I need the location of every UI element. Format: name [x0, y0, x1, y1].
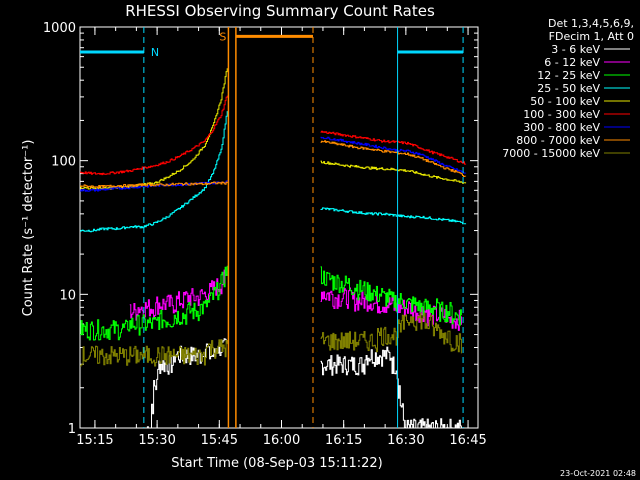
- series-line-12-25keV-seg2: [320, 266, 462, 326]
- series-line-3-6keV-seg2: [320, 346, 462, 429]
- x-tick-label: 15:15: [76, 433, 113, 448]
- series-line-300-800keV-seg2: [320, 136, 467, 174]
- legend-entry-label: 7000 - 15000 keV: [502, 147, 600, 160]
- x-tick-label: 15:30: [138, 433, 175, 448]
- x-axis-label: Start Time (08-Sep-03 15:11:22): [171, 456, 382, 471]
- series-group: [80, 68, 467, 429]
- series-line-800-7000keV-seg2: [320, 140, 467, 177]
- legend-entry-label: 800 - 7000 keV: [516, 134, 600, 147]
- x-tick-label: 15:45: [201, 433, 238, 448]
- saa-label: S: [219, 30, 226, 43]
- y-tick-label: 100: [51, 155, 76, 170]
- axes: 1 10 100 1000 15:15 15:30 15:45 16:00 16:15 16:30…: [43, 21, 487, 448]
- y-axis-label: Count Rate (s⁻¹ detector⁻¹): [21, 140, 36, 317]
- series-line-800-7000keV-seg1: [80, 181, 228, 189]
- footer-date: 23-Oct-2021 02:48: [560, 469, 636, 478]
- legend-header-line-1: Det 1,3,4,5,6,9,: [548, 17, 634, 30]
- series-line-100-300keV-seg2: [320, 130, 467, 165]
- series-line-7000-15000keV-seg1: [80, 339, 228, 367]
- series-line-25-50keV-seg1: [80, 111, 228, 233]
- series-line-6-12keV-seg1: [129, 269, 228, 321]
- legend-entry-label: 3 - 6 keV: [551, 43, 600, 56]
- night-label: N: [151, 46, 159, 59]
- y-tick-label: 1: [68, 422, 76, 437]
- series-line-12-25keV-seg1: [80, 265, 228, 341]
- x-tick-label: 16:15: [325, 433, 362, 448]
- plot-frame: [79, 26, 479, 429]
- x-tick-label: 16:30: [387, 433, 424, 448]
- y-tick-label: 10: [59, 288, 76, 303]
- legend-header-line-2: FDecim 1, Att 0: [549, 30, 634, 43]
- y-tick-label: 1000: [43, 21, 76, 36]
- series-line-50-100keV-seg2: [320, 160, 467, 184]
- x-tick-label: 16:45: [449, 433, 486, 448]
- markers-group: NS: [80, 27, 464, 428]
- legend-entry-label: 100 - 300 keV: [523, 108, 600, 121]
- legend-entry-label: 50 - 100 keV: [530, 95, 600, 108]
- legend: Det 1,3,4,5,6,9, FDecim 1, Att 0 3 - 6 k…: [502, 17, 634, 160]
- series-line-25-50keV-seg2: [320, 207, 467, 225]
- legend-entry-label: 25 - 50 keV: [537, 82, 600, 95]
- chart-title: RHESSI Observing Summary Count Rates: [125, 2, 435, 20]
- x-tick-label: 16:00: [263, 433, 300, 448]
- series-line-6-12keV-seg2: [320, 287, 462, 331]
- legend-entry-label: 6 - 12 keV: [544, 56, 600, 69]
- series-line-50-100keV-seg1: [80, 68, 228, 191]
- legend-entry-label: 12 - 25 keV: [537, 69, 600, 82]
- series-line-7000-15000keV-seg2: [320, 312, 462, 354]
- series-line-100-300keV-seg1: [80, 95, 228, 176]
- legend-entry-label: 300 - 800 keV: [523, 121, 600, 134]
